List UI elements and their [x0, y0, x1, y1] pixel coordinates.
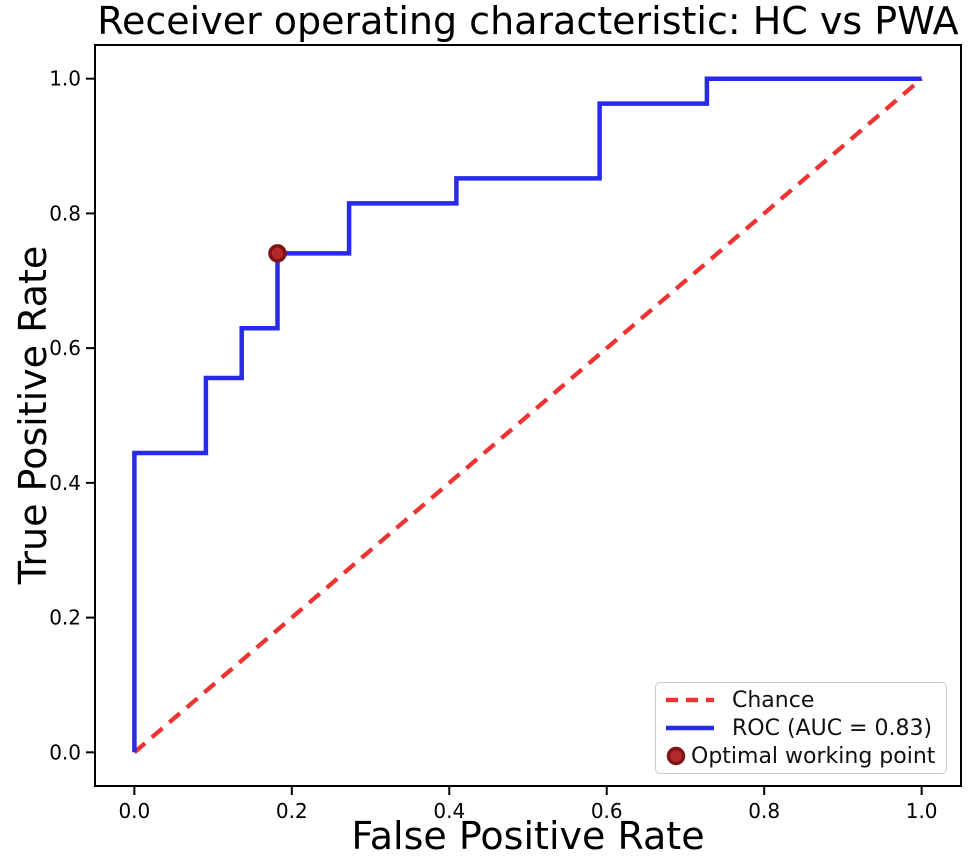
x-tick-label: 0.4 — [433, 799, 465, 823]
legend-marker-swatch — [666, 746, 686, 766]
legend: Chance ROC (AUC = 0.83) Optimal working po… — [655, 682, 947, 774]
roc-curve — [132, 76, 922, 753]
chance-line — [132, 77, 924, 754]
y-tick-label: 1.0 — [49, 67, 81, 91]
chart-title: Receiver operating characteristic: HC vs… — [97, 0, 959, 43]
legend-label: ROC (AUC = 0.83) — [732, 715, 933, 741]
legend-item-chance: Chance — [664, 686, 938, 714]
y-tick-label: 0.0 — [49, 740, 81, 764]
x-axis-label: False Positive Rate — [351, 814, 705, 858]
legend-label: Chance — [732, 687, 815, 713]
optimal-point-icon — [666, 746, 686, 766]
y-tick-label: 0.6 — [49, 336, 81, 360]
x-tick-label: 1.0 — [906, 799, 938, 823]
axes-spines — [94, 44, 962, 787]
legend-line-swatch — [666, 725, 714, 731]
y-tick-label: 0.4 — [49, 471, 81, 495]
legend-label: Optimal working point — [691, 743, 936, 769]
legend-line-swatch — [666, 697, 714, 703]
legend-item-optimal-working-point: Optimal working point — [664, 742, 938, 770]
optimal-point-marker — [268, 244, 287, 263]
x-tick-label: 0.2 — [276, 799, 308, 823]
y-axis-label: True Positive Rate — [11, 245, 55, 585]
x-tick-label: 0.8 — [748, 799, 780, 823]
y-tick-label: 0.8 — [49, 201, 81, 225]
x-tick-label: 0.0 — [118, 799, 150, 823]
legend-item-roc-auc-0-83: ROC (AUC = 0.83) — [664, 714, 938, 742]
x-tick-label: 0.6 — [591, 799, 623, 823]
y-tick-label: 0.2 — [49, 606, 81, 630]
